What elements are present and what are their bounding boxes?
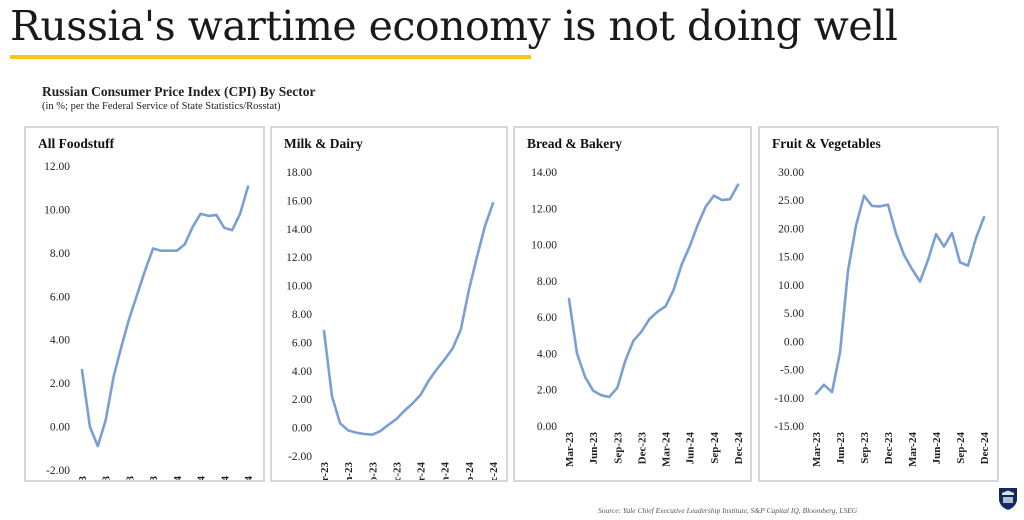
y-tick-label: 10.00 [286,281,312,293]
source-note: Source: Yale Chief Executive Leadership … [598,506,858,515]
headline: Russia's wartime economy is not doing we… [10,2,898,50]
y-tick-label: 4.00 [50,335,70,347]
y-tick-label: 4.00 [537,348,557,360]
y-tick-label: 2.00 [292,394,312,406]
y-tick-label: 0.00 [537,421,557,433]
chart-subtitle: (in %; per the Federal Service of State … [42,101,281,112]
y-tick-label: 6.00 [292,337,312,349]
chart-panel-milk-dairy: Milk & Dairy 18.00 16.00 14.00 12.00 10.00 8.… [270,126,508,482]
y-tick-label: -2.00 [288,451,312,463]
y-tick-label: 16.00 [286,195,312,207]
headline-underline [10,55,531,59]
y-tick-label: 12.00 [286,252,312,264]
chart-title: Russian Consumer Price Index (CPI) By Se… [42,84,316,99]
x-tick-label: Mar-23 [319,462,331,480]
x-tick-label: Dec-24 [979,432,991,465]
series-line [322,201,495,436]
y-tick-label: 6.00 [50,291,70,303]
chart-svg-fruit-vegetables: 30.00 25.00 20.00 15.00 10.00 5.00 0.00 -5.00 -1… [774,167,991,468]
y-tick-label: -5.00 [780,365,804,377]
x-tick-label: Sep-23 [367,462,379,480]
x-tick-label: Jun-23 [101,476,113,480]
x-tick-label: Jun-24 [440,462,452,480]
x-tick-label: Dec-23 [883,432,895,465]
x-tick-label: Jun-23 [588,432,600,465]
y-tick-label: 10.00 [44,204,70,216]
chart-panel-bread-bakery: Bread & Bakery 14.00 12.00 10.00 8.00 6.00 4.… [513,126,752,482]
y-tick-label: 15.00 [778,252,804,264]
y-tick-label: 0.00 [292,423,312,435]
x-tick-label: Dec-23 [148,476,160,480]
x-tick-label: Mar-23 [811,432,823,468]
series-line [80,185,250,448]
chart-svg-bread-bakery: 14.00 12.00 10.00 8.00 6.00 4.00 2.00 0.00 Mar-2… [531,167,745,468]
x-tick-label: Mar-23 [564,432,576,468]
x-tick-label: Jun-24 [931,432,943,465]
y-tick-label: 12.00 [531,203,557,215]
x-tick-label: Sep-24 [709,432,721,464]
x-tick-label: Dec-23 [636,432,648,465]
panel-title: Bread & Bakery [527,136,622,151]
chart-svg-all-foodstuff: 12.00 10.00 8.00 6.00 4.00 2.00 0.00 -2.00 Mar-2… [44,161,255,480]
y-tick-label: -10.00 [774,393,804,405]
x-tick-label: Dec-24 [733,432,745,465]
y-tick-label: 4.00 [292,366,312,378]
y-tick-label: 14.00 [531,167,557,179]
y-tick-label: 0.00 [50,422,70,434]
y-tick-label: -15.00 [774,421,804,433]
y-tick-label: 14.00 [286,224,312,236]
x-tick-label: Sep-23 [124,476,136,480]
series-line [567,183,740,399]
x-tick-label: Sep-24 [219,476,231,480]
y-tick-label: 5.00 [784,308,804,320]
x-tick-label: Dec-24 [488,462,500,480]
y-tick-label: 12.00 [44,161,70,173]
x-tick-label: Mar-24 [907,432,919,468]
y-tick-label: 30.00 [778,167,804,179]
y-tick-label: -2.00 [46,465,70,477]
x-tick-label: Jun-23 [343,462,355,480]
y-tick-label: 25.00 [778,195,804,207]
y-tick-label: 2.00 [50,378,70,390]
x-tick-label: Sep-24 [464,462,476,480]
x-tick-label: Dec-24 [243,476,255,480]
series-line [814,194,986,396]
x-tick-label: Jun-24 [685,432,697,465]
panel-title: All Foodstuff [38,136,115,151]
panel-title: Fruit & Vegetables [772,136,881,151]
y-tick-label: 10.00 [778,280,804,292]
x-tick-label: Jun-23 [835,432,847,465]
y-tick-label: 20.00 [778,223,804,235]
university-shield-logo-icon [999,488,1017,510]
y-tick-label: 8.00 [537,276,557,288]
x-tick-label: Sep-24 [955,432,967,464]
y-tick-label: 8.00 [50,248,70,260]
x-tick-label: Mar-23 [77,476,89,480]
x-tick-label: Jun-24 [196,476,208,480]
y-tick-label: 2.00 [537,385,557,397]
y-tick-label: 18.00 [286,167,312,179]
x-tick-label: Mar-24 [416,462,428,480]
panel-title: Milk & Dairy [284,136,363,151]
x-tick-label: Sep-23 [612,432,624,464]
x-tick-label: Sep-23 [859,432,871,464]
y-tick-label: 0.00 [784,336,804,348]
x-tick-label: Mar-24 [172,476,184,480]
y-tick-label: 6.00 [537,312,557,324]
y-tick-label: 10.00 [531,240,557,252]
chart-panel-all-foodstuff: All Foodstuff 12.00 10.00 8.00 6.00 4.00 2.00… [24,126,265,482]
x-tick-label: Mar-24 [661,432,673,468]
chart-panel-fruit-vegetables: Fruit & Vegetables 30.00 25.00 20.00 15.00 1… [758,126,999,482]
x-tick-label: Dec-23 [391,462,403,480]
chart-svg-milk-dairy: 18.00 16.00 14.00 12.00 10.00 8.00 6.00 4.00 2.0… [286,167,500,480]
y-tick-label: 8.00 [292,309,312,321]
